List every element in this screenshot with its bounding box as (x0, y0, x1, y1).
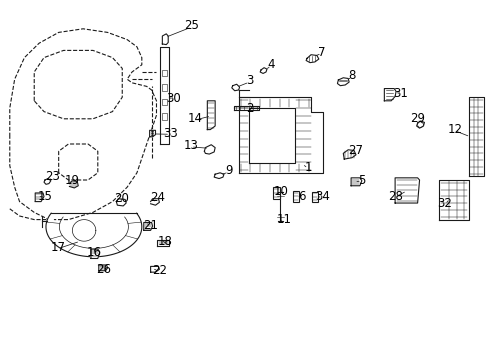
Text: 20: 20 (114, 192, 128, 204)
Polygon shape (44, 179, 51, 184)
Text: 5: 5 (357, 174, 365, 186)
Bar (293, 191, 299, 202)
Polygon shape (231, 84, 239, 91)
Polygon shape (149, 130, 155, 137)
Polygon shape (394, 178, 419, 203)
Polygon shape (99, 265, 107, 271)
Text: 28: 28 (387, 190, 402, 203)
Text: 30: 30 (166, 93, 181, 105)
Polygon shape (150, 266, 159, 272)
Polygon shape (384, 89, 395, 101)
Polygon shape (233, 106, 259, 110)
Polygon shape (46, 213, 142, 257)
Polygon shape (337, 78, 348, 86)
Text: 16: 16 (86, 246, 101, 259)
Polygon shape (116, 199, 126, 206)
Polygon shape (160, 47, 168, 144)
Polygon shape (249, 108, 295, 163)
Text: 34: 34 (315, 190, 329, 203)
Text: 24: 24 (150, 191, 164, 204)
Bar (162, 84, 166, 91)
Text: 17: 17 (50, 241, 65, 254)
Text: 13: 13 (183, 139, 198, 152)
Polygon shape (238, 97, 322, 173)
Polygon shape (157, 240, 169, 246)
Text: 1: 1 (304, 161, 311, 174)
Text: 12: 12 (447, 123, 461, 136)
Text: 8: 8 (347, 69, 355, 82)
Text: 26: 26 (96, 263, 111, 276)
Polygon shape (150, 199, 159, 205)
Polygon shape (416, 121, 424, 128)
Text: 2: 2 (245, 102, 253, 114)
Text: 29: 29 (410, 112, 425, 125)
Text: 31: 31 (393, 87, 407, 100)
Polygon shape (305, 55, 318, 63)
Polygon shape (438, 180, 468, 220)
Text: 7: 7 (317, 46, 325, 59)
Text: 10: 10 (273, 185, 288, 198)
Text: 27: 27 (348, 144, 363, 157)
Text: 9: 9 (224, 165, 232, 177)
Text: 18: 18 (158, 235, 172, 248)
Bar (272, 187, 279, 199)
Polygon shape (69, 181, 78, 188)
Polygon shape (214, 173, 224, 179)
Polygon shape (162, 34, 168, 45)
Polygon shape (468, 97, 483, 176)
Polygon shape (350, 178, 361, 186)
Text: 4: 4 (267, 58, 275, 71)
Text: 22: 22 (152, 264, 166, 277)
Text: 32: 32 (437, 197, 451, 210)
Text: 33: 33 (163, 127, 177, 140)
Bar (162, 70, 166, 76)
Polygon shape (343, 150, 355, 159)
Polygon shape (207, 101, 215, 130)
Text: 14: 14 (188, 112, 203, 125)
Text: 3: 3 (245, 75, 253, 87)
Polygon shape (35, 193, 44, 202)
Text: 15: 15 (38, 190, 52, 203)
Bar (162, 113, 166, 120)
Text: 11: 11 (277, 213, 291, 226)
Bar (311, 192, 317, 202)
Text: 19: 19 (65, 174, 80, 186)
Text: 21: 21 (143, 219, 158, 232)
Polygon shape (143, 222, 152, 230)
Polygon shape (204, 145, 215, 154)
Polygon shape (91, 249, 100, 258)
Text: 23: 23 (45, 170, 60, 183)
Bar (162, 99, 166, 105)
Text: 6: 6 (298, 190, 305, 203)
Text: 25: 25 (184, 19, 199, 32)
Polygon shape (260, 68, 266, 73)
